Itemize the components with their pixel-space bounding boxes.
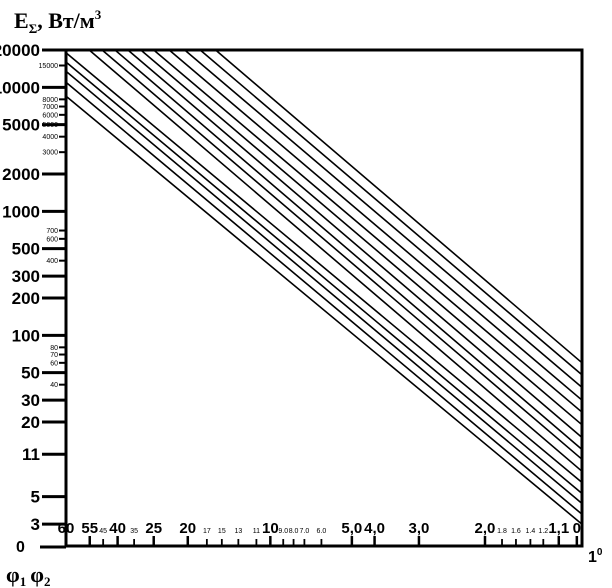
y-minor-tick-label: 600 [46,236,58,243]
y-minor-tick-label: 8000 [42,97,58,104]
series-line-5 [153,49,583,413]
y-minor-tick-label: 4000 [42,134,58,141]
x-tick-label: 10 [262,520,279,537]
x-end-label-sup: 0 [597,547,603,558]
y-axis-title-main: E [14,8,29,33]
x-tick-label: 3,0 [409,520,430,537]
x-tick-label: 7.0 [300,528,310,535]
x-tick-label: 15 [218,528,226,535]
series-line-14 [65,81,583,515]
x-tick-label: 13 [234,528,242,535]
series-line-7 [127,49,583,439]
x-axis-title-phi1: φ [6,562,20,587]
y-major-tick-label: 20000 [0,41,40,60]
y-major-tick-label: 50 [21,364,40,383]
y-major-tick-label: 5000 [2,116,40,135]
x-tick-label: 8.0 [289,528,299,535]
x-tick-label: 1.6 [511,528,521,535]
y-major-tick-label: 10000 [0,78,40,97]
x-tick-label: 4,0 [364,520,385,537]
x-tick-label: 35 [130,528,138,535]
x-axis-title-phi2: φ [30,562,44,587]
series-line-9 [101,49,583,460]
x-axis-title: φ1 φ2 [6,562,50,588]
y-minor-tick-label: 6000 [42,112,58,119]
y-major-tick-label: 100 [12,326,40,345]
y-major-tick-label: 20 [21,413,40,432]
y-major-tick-label: 500 [12,240,40,259]
y-major-tick-label: 5 [31,488,40,507]
series-line-6 [140,49,583,426]
y-axis-title: EΣ, Вт/м3 [14,7,102,36]
y-minor-tick-label: 400 [46,258,58,265]
y-minor-tick-label: 60 [50,360,58,367]
x-tick-label: 2,0 [475,520,496,537]
x-tick-label: 40 [109,520,126,537]
y-minor-tick-label: 700 [46,228,58,235]
y-axis-title-unit: , Вт/м [37,8,95,33]
x-tick-label: 1.8 [497,528,507,535]
y-major-tick-label: 300 [12,267,40,286]
series-line-3 [184,49,583,389]
x-end-label-base: 1 [588,549,597,566]
x-axis-title-sub2: 2 [44,574,51,588]
x-tick-label: 60 [58,520,75,537]
x-tick-label: 55 [81,520,98,537]
y-major-tick-label: 11 [22,445,40,464]
y-minor-tick-label: 40 [50,382,58,389]
y-minor-tick-label: 70 [50,352,58,359]
series-line-2 [199,49,583,376]
series-line-1 [215,49,583,364]
y-major-tick-label: 200 [12,289,40,308]
x-ticks-layer: 60 55 45 40 35 25 20 17 15 13 11 10 9.0 8.0 7.0 6.0 5,0 4… [58,520,581,546]
y-minor-tick-label: 7000 [42,104,58,111]
y-minor-tick-label: 15000 [39,63,59,70]
x-tick-label: 20 [179,520,196,537]
x-axis-title-sub1: 1 [20,574,27,588]
x-tick-label: 1.2 [538,528,548,535]
y-minor-tick-label: 3000 [42,150,58,157]
series-line-10 [88,49,583,472]
y-major-tick-label: 3 [31,515,40,534]
x-tick-label: 6.0 [317,528,327,535]
x-tick-label: 5,0 [341,520,362,537]
x-tick-label: 17 [203,528,211,535]
x-tick-label: 45 [99,528,107,535]
y-major-tick-label: 1000 [2,202,40,221]
series-line-11 [65,52,583,484]
x-end-label: 10 [588,547,603,566]
y-ticks-layer: 20000 10000 5000 2000 1000 500 300 200 100 50 30 20… [0,41,66,534]
x-tick-label: 9.0 [278,528,288,535]
y-major-tick-label: 2000 [2,165,40,184]
x-tick-label: 11 [253,528,260,535]
y-zero-label: 0 [16,539,25,556]
y-minor-tick-label: 80 [50,345,58,352]
series-line-4 [168,49,583,401]
x-tick-label: 0 [573,520,581,537]
x-tick-label: 25 [145,520,162,537]
y-axis-title-sup: 3 [95,7,102,22]
x-tick-label: 1.4 [526,528,536,535]
series-line-12 [65,61,583,495]
x-tick-label: 1,1 [548,520,569,537]
y-axis-title-sub: Σ [29,21,38,36]
series-line-13 [65,70,583,505]
series-line-8 [114,49,583,451]
y-minor-tick-label: 5000 [42,122,58,129]
series-layer [65,49,583,525]
y-major-tick-label: 30 [21,391,40,410]
series-line-15 [65,95,583,525]
